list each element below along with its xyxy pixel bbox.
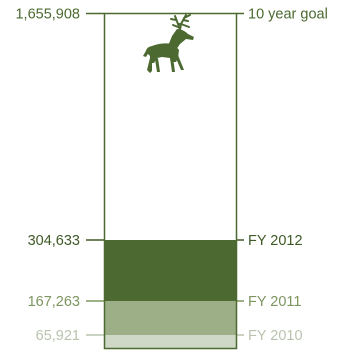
value-label-fy-2010: 65,921: [36, 328, 80, 344]
category-label-fy-2011: FY 2011: [248, 294, 301, 310]
value-label-fy-2011: 167,263: [28, 294, 80, 310]
elk-icon: [143, 14, 194, 73]
goal-outline: [103, 12, 238, 350]
goal-value-label: 1,655,908: [15, 7, 80, 23]
bar-segment-fy-2010: [104, 335, 237, 349]
segments-layer: [86, 239, 244, 349]
category-label-fy-2012: FY 2012: [248, 233, 303, 249]
value-label-fy-2012: 304,633: [28, 233, 80, 249]
goal-category-label: 10 year goal: [248, 7, 328, 23]
bar-segment-fy-2012: [104, 240, 237, 301]
bar-segment-fy-2011: [104, 301, 237, 335]
category-label-fy-2010: FY 2010: [248, 328, 303, 344]
